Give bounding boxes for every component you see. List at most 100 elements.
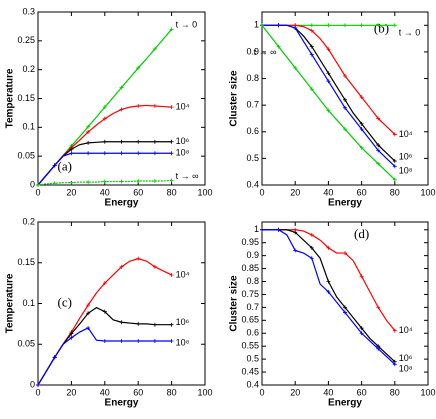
point-marker	[136, 178, 141, 183]
x-tick-label: 40	[323, 387, 333, 397]
point-marker	[309, 245, 314, 250]
y-tick-label: 0.45	[241, 366, 259, 376]
point-marker	[343, 23, 347, 28]
point-marker	[86, 303, 91, 308]
point-marker	[309, 23, 314, 28]
point-marker	[309, 28, 314, 33]
point-marker	[293, 230, 298, 235]
point-marker	[343, 73, 347, 78]
series-label: 10⁶	[176, 317, 190, 327]
point-marker	[152, 178, 157, 183]
point-marker	[326, 279, 331, 284]
x-tick-label: 60	[133, 187, 143, 197]
x-axis-label: Energy	[328, 398, 362, 409]
x-tick-label: 40	[323, 187, 333, 197]
point-marker	[276, 227, 281, 232]
point-marker	[376, 305, 381, 310]
point-marker	[86, 151, 91, 156]
point-marker	[326, 289, 331, 294]
point-marker	[359, 145, 364, 150]
y-tick-label: 0.8	[246, 73, 259, 83]
x-tick-label: 0	[35, 387, 40, 397]
y-tick-label: 0.8	[246, 276, 259, 286]
y-tick-label: 0.2	[22, 64, 35, 74]
point-marker	[119, 320, 124, 325]
x-tick-label: 0	[259, 187, 264, 197]
y-axis-label: Temperature	[5, 273, 16, 333]
x-tick-label: 80	[390, 387, 400, 397]
x-axis-label: Energy	[105, 198, 139, 209]
point-marker	[376, 161, 381, 166]
point-marker	[260, 227, 264, 232]
point-marker	[276, 23, 281, 28]
point-marker	[86, 180, 91, 185]
y-tick-label: 0.65	[241, 315, 259, 325]
x-tick-label: 0	[259, 387, 264, 397]
series-line	[37, 258, 172, 386]
point-marker	[136, 103, 141, 108]
y-tick-label: 0.7	[246, 100, 259, 110]
point-marker	[376, 23, 381, 28]
series-line	[262, 24, 396, 167]
x-axis-label: Energy	[105, 398, 139, 409]
series-line	[37, 306, 172, 386]
point-marker	[102, 281, 107, 286]
point-marker	[343, 127, 347, 132]
point-marker	[309, 52, 314, 57]
point-marker	[102, 105, 107, 110]
x-tick-label: 80	[390, 187, 400, 197]
point-marker	[326, 79, 331, 84]
point-marker	[359, 121, 364, 126]
point-marker	[276, 44, 281, 49]
point-marker	[136, 65, 141, 70]
point-marker	[326, 245, 331, 250]
y-axis-label: Cluster size	[229, 70, 240, 127]
y-tick-label: 0.75	[241, 289, 259, 299]
y-tick-label: 0.1	[22, 122, 35, 132]
point-marker	[392, 23, 397, 28]
point-marker	[36, 183, 40, 187]
series-label: 10⁸	[176, 148, 190, 158]
series-label: 10⁸	[399, 166, 413, 176]
point-marker	[119, 139, 124, 144]
point-marker	[392, 132, 397, 137]
point-marker	[293, 248, 298, 253]
point-marker	[69, 335, 74, 340]
point-marker	[136, 139, 141, 144]
y-tick-label: 0	[30, 379, 35, 389]
y-tick-label: 0.3	[22, 6, 35, 16]
series-label: 10⁴	[176, 269, 190, 279]
series-label: t → ∞	[254, 47, 277, 57]
point-marker	[343, 310, 347, 315]
plot-frame	[261, 11, 429, 186]
series-line	[37, 327, 172, 386]
series-label: t → 0	[176, 20, 198, 30]
x-tick-label: 40	[100, 387, 110, 397]
point-marker	[309, 232, 314, 237]
point-marker	[293, 65, 298, 70]
point-marker	[152, 151, 157, 156]
x-tick-label: 60	[357, 187, 367, 197]
x-axis-label: Energy	[328, 198, 362, 209]
point-marker	[119, 338, 124, 343]
point-marker	[169, 338, 174, 343]
y-tick-label: 0.15	[17, 93, 35, 103]
point-marker	[376, 116, 381, 121]
x-tick-label: 100	[420, 387, 435, 397]
series-label: 10⁸	[399, 364, 413, 374]
point-marker	[309, 256, 314, 261]
point-marker	[136, 256, 141, 261]
point-marker	[52, 355, 57, 360]
point-marker	[376, 346, 381, 351]
point-marker	[52, 163, 57, 168]
y-tick-label: 0.15	[17, 257, 35, 267]
y-tick-label: 0.55	[241, 341, 259, 351]
point-marker	[343, 97, 347, 102]
point-marker	[392, 362, 397, 367]
x-tick-label: 40	[100, 187, 110, 197]
y-tick-label: 1	[254, 20, 259, 30]
point-marker	[359, 23, 364, 28]
series-line	[262, 24, 396, 162]
panel-tag: (d)	[354, 226, 369, 241]
